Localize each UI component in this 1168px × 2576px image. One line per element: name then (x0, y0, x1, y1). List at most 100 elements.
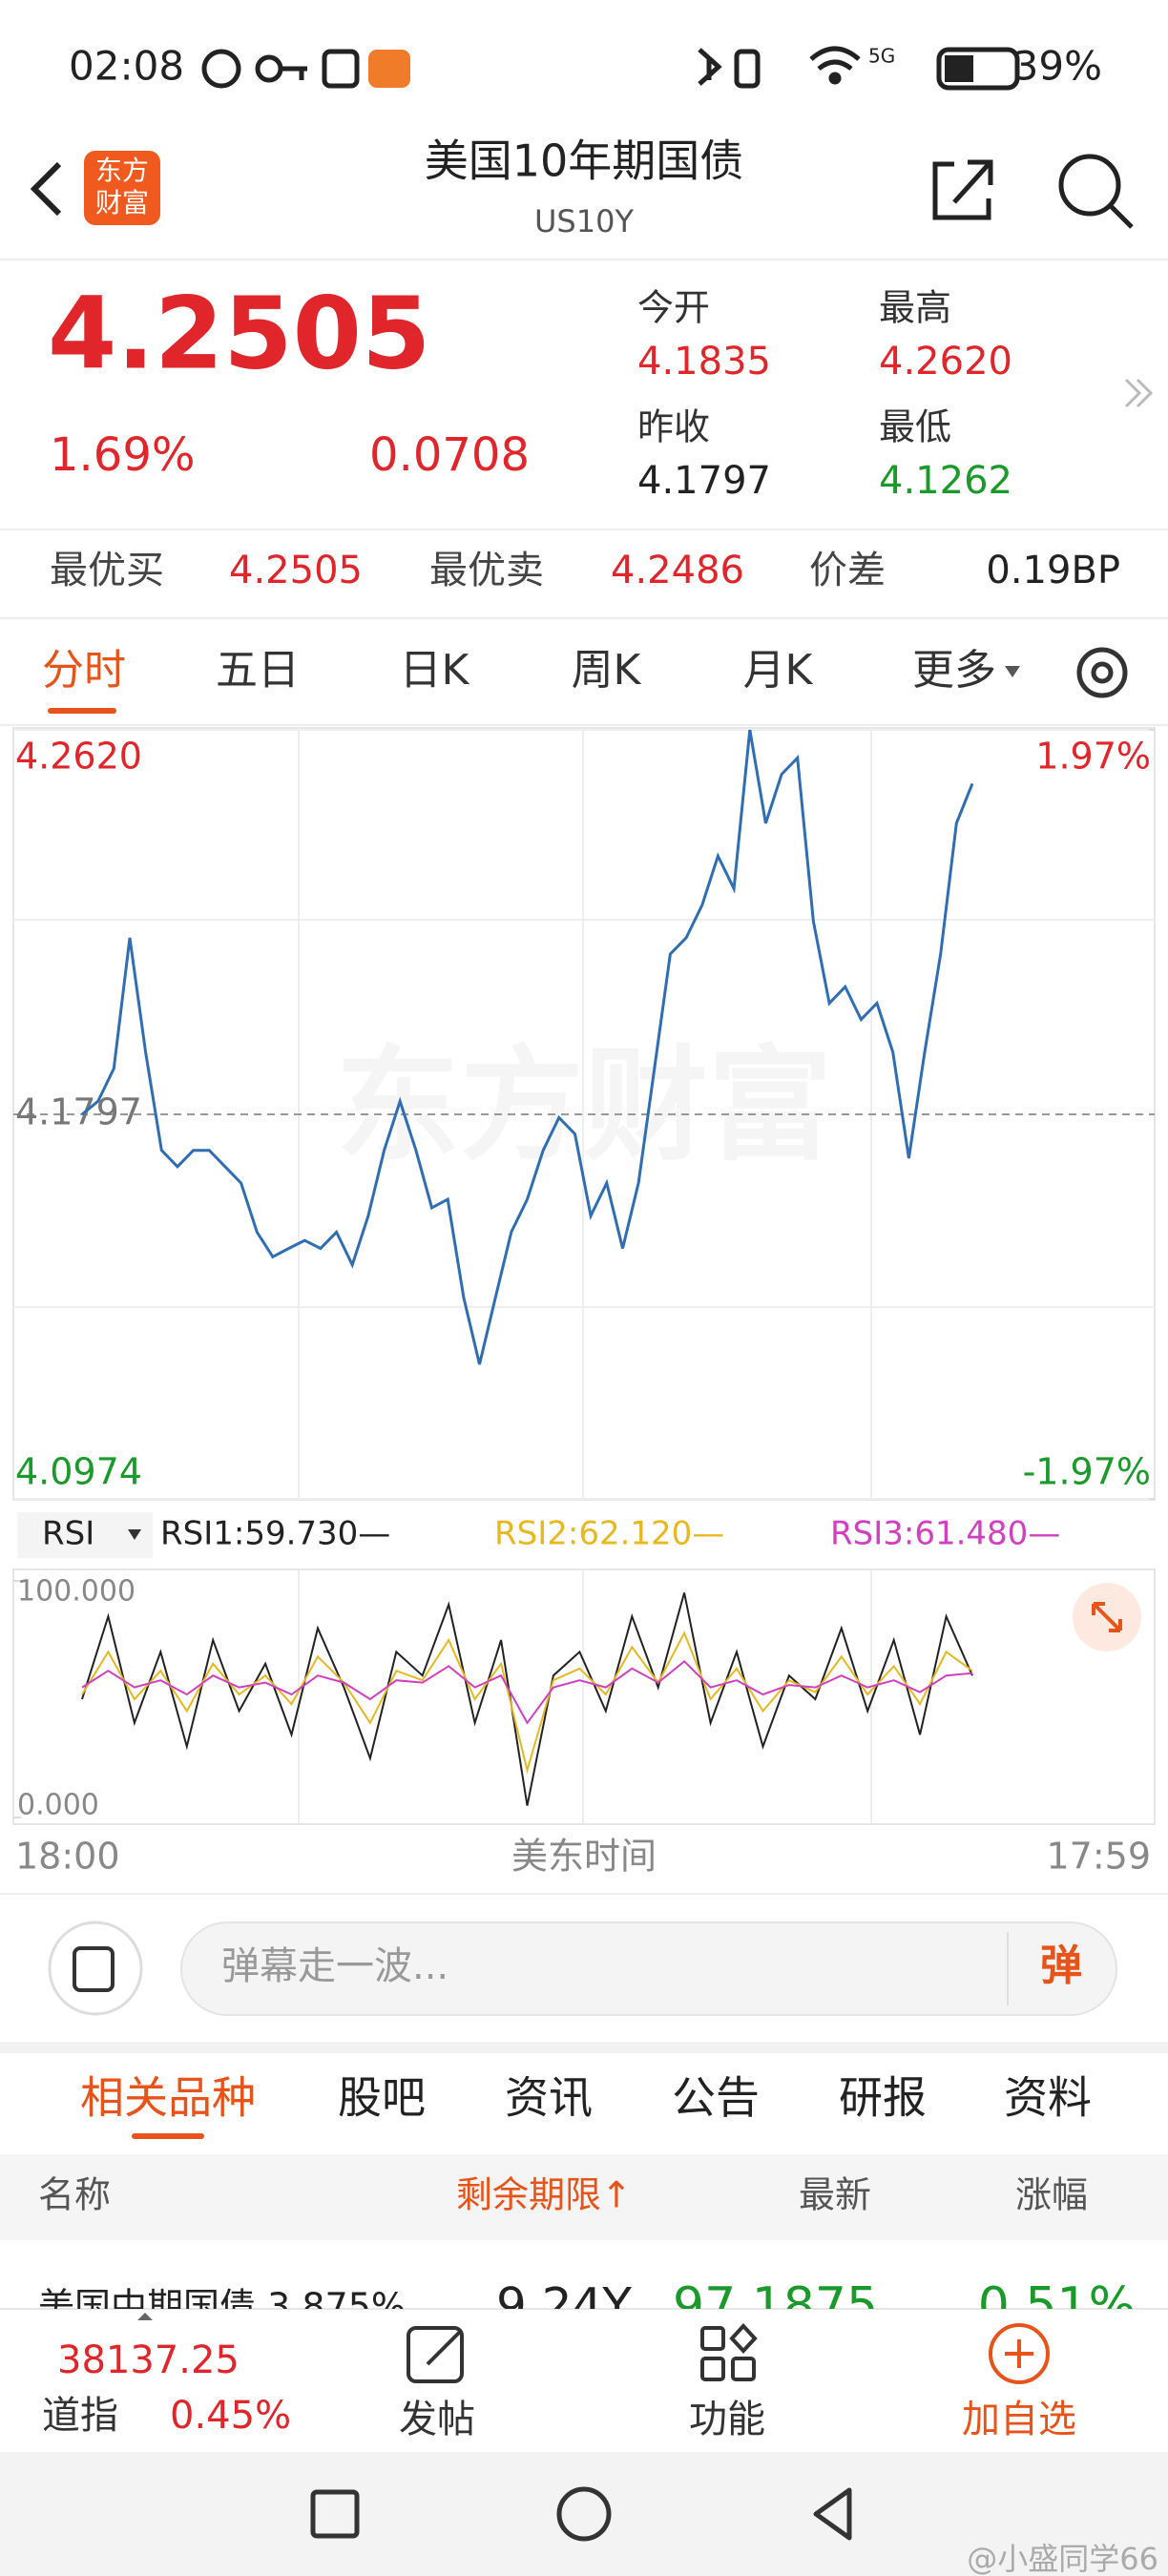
y-tick-label: 4.1797 (15, 1091, 142, 1133)
orderbook-value: 4.2486 (611, 549, 744, 592)
legend-entry: RSI1:59.730— (160, 1515, 390, 1553)
chart-tab[interactable]: 更多 (912, 646, 996, 695)
y-tick-label: 4.0974 (15, 1451, 142, 1493)
logo-text: 财富 (95, 187, 149, 218)
info-tab[interactable]: 相关品种 (80, 2072, 256, 2124)
status-icons (201, 46, 1020, 91)
y-tick-label: 0.000 (17, 1789, 99, 1822)
series-line (81, 1659, 973, 1725)
index-value[interactable]: 38137.25 (57, 2338, 240, 2382)
tab-indicator (132, 2133, 204, 2139)
stat-label: 昨收 (637, 406, 710, 448)
function-icon (700, 2323, 758, 2381)
stat-value: 4.1835 (637, 340, 771, 384)
nav-home[interactable] (556, 2486, 612, 2542)
chart-tab[interactable]: 周K (572, 646, 642, 695)
indicator-selector[interactable] (17, 1512, 153, 1558)
post-icon (407, 2326, 464, 2383)
chart-tab[interactable]: 日K (400, 646, 470, 695)
table-cell[interactable]: 美国中期国债 3.875% (38, 2286, 406, 2328)
settings-button[interactable] (1076, 647, 1128, 698)
comment-input[interactable] (180, 1922, 1117, 2016)
info-tab[interactable]: 资料 (1004, 2072, 1092, 2124)
table-cell[interactable]: 97.1875 (673, 2277, 878, 2335)
search-button[interactable] (1058, 154, 1134, 229)
danmaku-icon (73, 1946, 115, 1992)
nav-back[interactable] (813, 2487, 852, 2541)
danmaku-button[interactable]: 弹 (1040, 1942, 1082, 1990)
chart-tab[interactable]: 月K (743, 646, 814, 695)
index-name[interactable]: 道指 (42, 2394, 118, 2438)
status-battery: 39% (1013, 43, 1102, 90)
status-time: 02:08 (69, 43, 184, 90)
share-button[interactable] (932, 159, 993, 220)
more-arrow[interactable] (1124, 378, 1154, 408)
table-header[interactable]: 涨幅 (1015, 2174, 1088, 2216)
orderbook-value: 4.2505 (229, 549, 363, 592)
series-line (81, 1592, 973, 1806)
chart-tab[interactable]: 分时 (42, 646, 126, 695)
bottom-bar (0, 2309, 1168, 2452)
separator (0, 2042, 1168, 2053)
table-header[interactable]: 名称 (38, 2174, 111, 2216)
bottom-button[interactable]: 功能 (689, 2398, 765, 2441)
info-tab[interactable]: 股吧 (338, 2072, 426, 2124)
logo-text: 东方 (95, 155, 149, 186)
page-title: 美国10年期国债 (425, 135, 744, 187)
stat-label: 最低 (879, 406, 951, 448)
rsi-frame (12, 1568, 1156, 1825)
change: 0.0708 (369, 428, 530, 482)
status-network: 5G (868, 45, 895, 68)
index-pct[interactable]: 0.45% (170, 2394, 291, 2438)
y-tick-label: 100.000 (17, 1575, 136, 1609)
table-cell[interactable]: 0.51% (978, 2277, 1136, 2335)
series-line (81, 729, 974, 1365)
legend-entry: RSI3:61.480— (830, 1515, 1060, 1553)
chart-grid-layout (13, 728, 1155, 1824)
nav-recent[interactable] (310, 2489, 360, 2539)
x-tick-label: 17:59 (1046, 1836, 1151, 1878)
price: 4.2505 (48, 275, 430, 391)
table-header[interactable]: 剩余期限↑ (456, 2174, 632, 2216)
indicator-name[interactable]: RSI (42, 1515, 94, 1553)
y-tick-label: 4.2620 (15, 736, 142, 778)
expand-icon (1092, 1602, 1122, 1632)
danmaku-toggle[interactable] (48, 1921, 143, 2016)
y2-tick-label: -1.97% (1023, 1451, 1151, 1493)
change-pct: 1.69% (50, 428, 195, 482)
dropdown-arrow (1005, 666, 1020, 677)
nav-bar (0, 2452, 1168, 2576)
tab-indicator (48, 708, 116, 714)
orderbook-label: 最优卖 (429, 549, 544, 592)
legend-entry: RSI2:62.120— (494, 1515, 724, 1553)
x-axis-title: 美东时间 (511, 1836, 657, 1878)
stat-label: 今开 (637, 287, 710, 329)
stat-label: 最高 (879, 287, 951, 329)
stat-value: 4.1262 (879, 459, 1012, 503)
info-tab[interactable]: 资讯 (505, 2072, 593, 2124)
comment-placeholder[interactable]: 弹幕走一波... (221, 1944, 448, 1988)
watermark: @小盛同学66 (967, 2541, 1158, 2576)
chart-tab[interactable]: 五日 (216, 646, 300, 695)
page-subtitle: US10Y (534, 203, 634, 239)
orderbook-label: 价差 (809, 549, 886, 592)
back-button[interactable] (30, 161, 62, 217)
chart-watermark: 东方财富 (336, 1033, 832, 1178)
table-header-bg (0, 2154, 1168, 2240)
app-logo (84, 151, 160, 225)
y2-tick-label: 1.97% (1035, 736, 1151, 778)
dropdown-arrow (128, 1529, 141, 1540)
stat-value: 4.1797 (637, 459, 771, 503)
table-header[interactable]: 最新 (799, 2174, 871, 2216)
table-cell[interactable]: 9.24Y (496, 2278, 632, 2334)
up-indicator (137, 2313, 153, 2320)
bottom-button[interactable]: 加自选 (962, 2398, 1076, 2441)
info-tab[interactable]: 公告 (672, 2072, 760, 2124)
add-watchlist-icon (989, 2323, 1050, 2384)
x-tick-label: 18:00 (15, 1836, 120, 1878)
bottom-button[interactable]: 发帖 (399, 2398, 475, 2441)
info-tab[interactable]: 研报 (839, 2072, 927, 2124)
stat-value: 4.2620 (879, 340, 1012, 384)
